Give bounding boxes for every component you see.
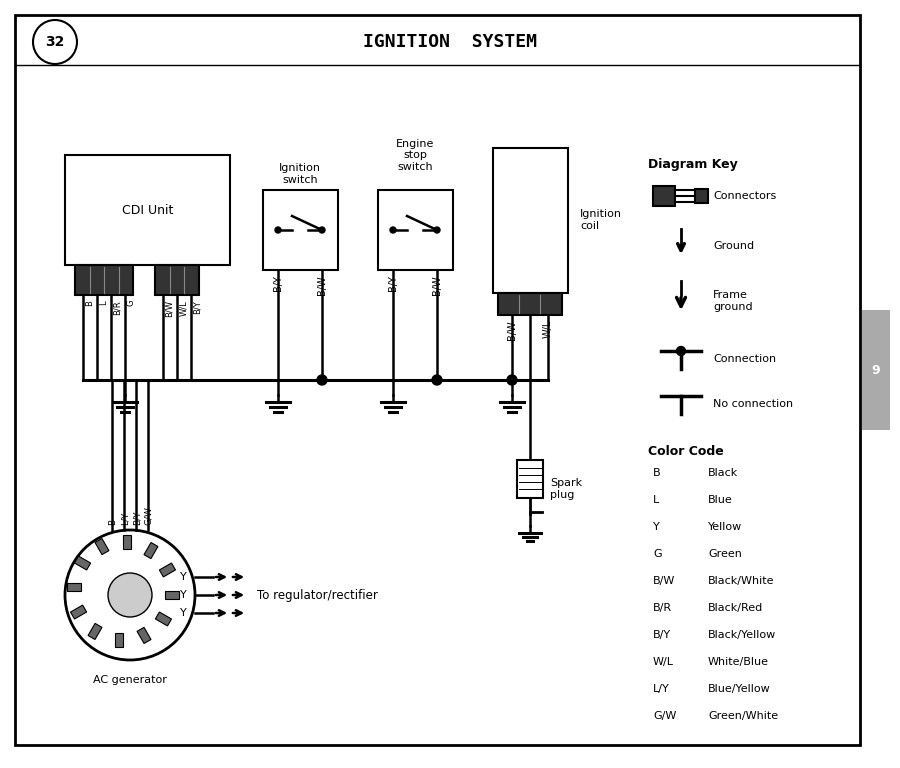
Text: Black/Red: Black/Red [708,603,763,613]
Text: G: G [127,300,136,306]
Text: Black/White: Black/White [708,576,775,586]
Bar [862,310,890,430]
Text: B/W: B/W [653,576,675,586]
Text: Engine
stop
switch: Engine stop switch [396,139,434,172]
Text: B: B [109,519,118,525]
Text: Y: Y [653,522,660,532]
Text: Ignition
coil: Ignition coil [580,209,622,231]
Text: B/W: B/W [507,320,517,339]
Text: CDI Unit: CDI Unit [122,204,173,217]
Text: Y: Y [180,572,187,582]
Text: Spark
plug: Spark plug [550,478,582,500]
Bar [65,155,230,265]
Text: Blue/Yellow: Blue/Yellow [708,684,770,694]
Text: Connection: Connection [713,354,776,364]
Text: L/Y: L/Y [121,511,130,525]
Text: Green: Green [708,549,742,559]
Text: B: B [85,300,94,306]
Text: G/W: G/W [653,711,677,721]
Circle shape [275,227,281,233]
Text: B/W: B/W [165,300,174,317]
Circle shape [432,375,442,385]
Text: L: L [653,495,659,505]
Text: Frame
ground: Frame ground [713,290,752,312]
Bar [155,265,199,295]
Text: B: B [653,468,661,478]
Bar [144,542,158,558]
Text: B/W: B/W [432,275,442,295]
Text: L/Y: L/Y [653,684,670,694]
Text: B/W: B/W [317,275,327,295]
Bar [137,627,151,644]
Bar [498,293,562,315]
Circle shape [319,227,325,233]
Circle shape [434,227,440,233]
Text: No connection: No connection [713,399,793,409]
Circle shape [317,375,327,385]
Circle shape [507,375,517,385]
Text: Black/Yellow: Black/Yellow [708,630,776,640]
Text: G/W: G/W [145,506,154,525]
Circle shape [33,20,77,64]
Text: 9: 9 [872,363,880,376]
Text: Y: Y [180,608,187,618]
Text: Blue: Blue [708,495,733,505]
Text: White/Blue: White/Blue [708,657,769,667]
Text: W/L: W/L [653,657,674,667]
Text: Color Code: Color Code [648,445,724,458]
Text: B/R: B/R [113,300,122,315]
Text: G: G [653,549,662,559]
Text: B/Y: B/Y [193,300,202,314]
Bar [75,265,133,295]
Bar [70,605,86,619]
Bar [517,460,543,498]
Text: B/Y: B/Y [653,630,671,640]
Text: Diagram Key: Diagram Key [648,158,738,171]
Text: Black: Black [708,468,738,478]
Text: AC generator: AC generator [93,675,166,685]
Text: Ignition
switch: Ignition switch [279,164,321,185]
Text: Connectors: Connectors [713,191,776,201]
Text: B/Y: B/Y [273,275,283,291]
Text: IGNITION  SYSTEM: IGNITION SYSTEM [363,33,537,51]
Circle shape [108,573,152,617]
Bar [123,535,131,549]
Bar [88,624,102,640]
Bar [67,583,81,591]
Circle shape [677,346,686,356]
Text: Yellow: Yellow [708,522,742,532]
Bar [156,612,172,626]
Bar [493,148,568,293]
Bar [378,190,453,270]
Bar [95,538,109,554]
Circle shape [390,227,396,233]
Bar [115,633,123,647]
Text: To regulator/rectifier: To regulator/rectifier [257,588,378,601]
Text: Ground: Ground [713,241,754,251]
Text: W/L: W/L [179,300,188,316]
Bar [159,563,176,577]
Text: W/L: W/L [543,320,553,339]
Circle shape [65,530,195,660]
Text: B/Y: B/Y [132,511,141,525]
Text: 32: 32 [45,35,65,49]
Text: B/R: B/R [653,603,672,613]
Bar [695,189,708,203]
Text: Y: Y [180,590,187,600]
Text: Green/White: Green/White [708,711,778,721]
Text: B/Y: B/Y [388,275,398,291]
Bar [653,186,675,206]
Bar [263,190,338,270]
Bar [75,556,91,570]
Bar [165,591,179,599]
Text: L: L [99,300,108,305]
